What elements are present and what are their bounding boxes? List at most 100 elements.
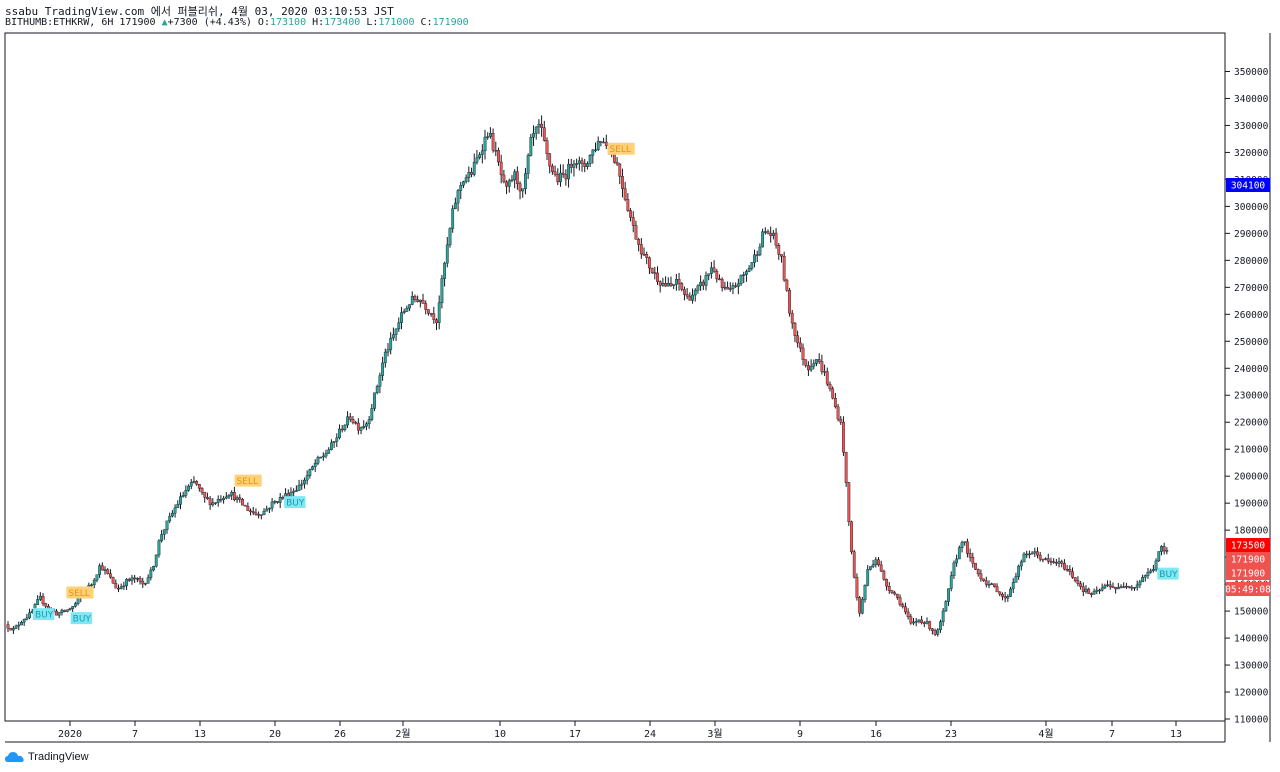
tradingview-brand[interactable]: TradingView: [5, 751, 89, 763]
candle: [561, 164, 565, 178]
candle: [313, 459, 317, 472]
candle: [1054, 558, 1058, 566]
price-tick-label: 190000: [1234, 499, 1269, 510]
candle: [184, 485, 188, 498]
last-price: 171900: [119, 17, 156, 28]
candle: [262, 508, 266, 516]
candle: [200, 487, 204, 495]
brand-name: TradingView: [28, 751, 89, 763]
candle: [9, 627, 13, 631]
price-tick-label: 340000: [1234, 94, 1269, 105]
candle: [443, 261, 446, 287]
candle: [559, 164, 562, 187]
candle: [656, 266, 659, 285]
candle: [1125, 582, 1128, 589]
price-label-tag: 173500: [1226, 538, 1270, 552]
candle: [1001, 592, 1004, 601]
signal-label: BUY: [1159, 570, 1178, 580]
candle: [356, 418, 360, 435]
candle: [254, 508, 258, 516]
price-tick-label: 260000: [1234, 310, 1269, 321]
candle: [1098, 588, 1101, 594]
candle: [362, 420, 366, 430]
price-tick-label: 250000: [1234, 337, 1269, 348]
candle: [526, 153, 530, 179]
candle: [122, 581, 126, 590]
candle: [933, 628, 937, 637]
candle: [157, 539, 161, 558]
candle: [268, 507, 271, 514]
candle: [472, 153, 476, 177]
candle: [17, 621, 21, 631]
candle: [1011, 578, 1015, 594]
candle: [1041, 558, 1045, 563]
candle: [71, 605, 75, 612]
candle: [410, 291, 414, 306]
candle: [238, 494, 242, 503]
low-label: L:: [366, 17, 379, 28]
candle: [731, 282, 735, 295]
candle: [650, 267, 654, 274]
candle: [599, 141, 603, 147]
candle: [1006, 594, 1010, 602]
candle: [394, 328, 398, 341]
candle: [1160, 545, 1163, 556]
candle: [1111, 582, 1115, 588]
candle: [195, 480, 199, 486]
price-tick-label: 240000: [1234, 364, 1269, 375]
candle: [1060, 559, 1064, 568]
candle: [335, 433, 339, 448]
time-axis[interactable]: 2020 7 13 20 26 2월 10 17 24 3월 9 16 23 4월 7 13: [58, 721, 1182, 740]
time-tick-label: 26: [334, 729, 346, 740]
candle: [375, 384, 379, 395]
time-tick-label: 23: [945, 729, 957, 740]
up-arrow-icon: ▲: [161, 17, 168, 28]
candle: [370, 403, 374, 422]
price-label-text: 304100: [1231, 181, 1266, 192]
candle: [745, 269, 748, 282]
candle: [103, 566, 107, 575]
candle: [898, 594, 902, 607]
candle: [125, 578, 128, 591]
time-tick-label: 16: [870, 729, 882, 740]
price-tick-label: 230000: [1234, 391, 1269, 402]
candle: [577, 156, 581, 171]
candle: [866, 565, 870, 587]
candle: [850, 520, 853, 555]
candle: [564, 169, 568, 186]
candle: [373, 392, 376, 412]
candle: [955, 554, 959, 567]
price-tick-label: 270000: [1234, 283, 1269, 294]
candle: [327, 447, 331, 454]
signal-label: SELL: [237, 477, 258, 487]
candle: [550, 163, 554, 175]
candle: [211, 498, 215, 507]
candle: [289, 487, 293, 497]
price-tick-label: 120000: [1234, 688, 1269, 699]
time-tick-label: 17: [569, 729, 581, 740]
candle: [1143, 574, 1147, 582]
candle: [825, 367, 829, 387]
candle: [1127, 585, 1131, 589]
candle: [720, 277, 724, 292]
candle: [1081, 582, 1085, 597]
candle: [1071, 567, 1074, 579]
candle: [631, 211, 635, 233]
candle: [203, 491, 207, 503]
candle: [343, 424, 347, 432]
time-tick-label: 13: [1170, 729, 1182, 740]
candle: [1119, 584, 1123, 589]
candle: [273, 500, 277, 505]
candle: [1049, 557, 1053, 566]
price-axis[interactable]: 1100001200001300001400001500001600001700…: [1225, 67, 1269, 726]
candle: [1014, 572, 1018, 583]
candle: [895, 593, 899, 600]
candle: [144, 582, 147, 586]
candle: [1151, 564, 1155, 573]
candle: [57, 612, 61, 619]
candle: [815, 359, 818, 366]
buy-signal: BUY: [70, 612, 93, 625]
time-tick-label: 2월: [395, 728, 410, 740]
candle: [483, 129, 487, 160]
